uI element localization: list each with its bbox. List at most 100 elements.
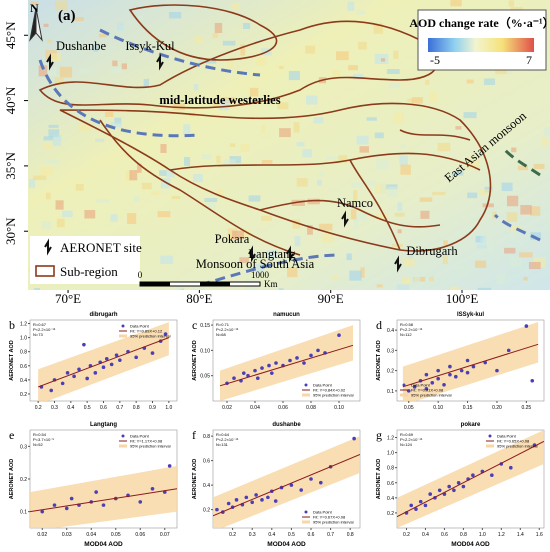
data-point xyxy=(454,374,458,379)
x-tick-label: 0.4 xyxy=(422,532,429,538)
texture-cell xyxy=(159,170,167,176)
texture-cell xyxy=(95,138,105,142)
x-tick-label: 1.6 xyxy=(536,532,543,538)
data-point xyxy=(101,365,106,369)
data-point xyxy=(437,488,442,493)
texture-cell xyxy=(288,70,300,81)
chart-title: dushanbe xyxy=(272,422,301,428)
texture-cell xyxy=(419,197,433,202)
texture-cell xyxy=(319,172,324,177)
x-tick-label: 0.02 xyxy=(222,405,232,411)
fit-line xyxy=(30,488,177,513)
texture-cell xyxy=(476,244,487,249)
prediction-band xyxy=(213,436,360,528)
texture-cell xyxy=(193,84,199,91)
stat-text: N=68 xyxy=(216,332,226,337)
texture-cell xyxy=(96,199,110,203)
texture-cell xyxy=(45,50,57,60)
data-point xyxy=(509,465,513,470)
y-axis-label: AERONET AOD xyxy=(9,340,15,380)
data-point xyxy=(424,372,429,377)
texture-cell xyxy=(376,158,389,170)
fit-line xyxy=(213,454,360,517)
texture-cell xyxy=(160,255,173,265)
texture-cell xyxy=(198,58,203,63)
data-point xyxy=(428,492,432,496)
texture-cell xyxy=(386,69,400,74)
texture-cell xyxy=(360,267,365,278)
data-point xyxy=(104,356,109,361)
texture-cell xyxy=(326,156,338,160)
legend-swatch xyxy=(488,434,492,438)
texture-cell xyxy=(349,270,362,281)
texture-cell xyxy=(34,288,41,290)
data-point xyxy=(447,484,451,489)
texture-cell xyxy=(157,211,171,218)
charts: 0.2 0.3 0.4 0.5 0.6 0.7 0.8 0.9 1.0 0.2 0.4 0.6 0.8 1… xyxy=(9,312,545,548)
x-tick-label: 0.20 xyxy=(492,405,502,411)
texture-cell xyxy=(332,70,341,78)
y-tick-label: 1.0 xyxy=(387,451,394,457)
panel-letter: b xyxy=(9,318,15,332)
y-tick-label: 0.4 xyxy=(203,483,210,489)
stat-text: R=0.69 xyxy=(400,432,414,437)
data-point xyxy=(524,324,529,328)
stat-text: P=3.7×10⁻⁵ xyxy=(33,437,54,442)
texture-cell xyxy=(475,235,483,243)
texture-cell xyxy=(478,189,493,195)
texture-cell xyxy=(52,135,62,146)
y-tick-label: 0.05 xyxy=(200,374,210,380)
x-tick-label: 0.05 xyxy=(404,405,414,411)
chart-title: dibrugarh xyxy=(90,312,118,318)
legend-swatch xyxy=(121,434,125,438)
legend-label: 95% prediction interval xyxy=(130,334,171,339)
colorbar-min: -5 xyxy=(430,53,440,67)
data-point xyxy=(490,473,494,478)
y-tick-label: 0.2 xyxy=(20,392,27,398)
x-tick-label: 0.10 xyxy=(334,405,344,411)
data-point xyxy=(430,380,435,385)
x-tick-label: 0.4 xyxy=(67,405,74,411)
texture-cell xyxy=(353,213,367,222)
texture-cell xyxy=(294,236,301,247)
y-tick-label: 0.2 xyxy=(387,369,394,375)
texture-cell xyxy=(135,16,144,20)
y-tick-label: 0.4 xyxy=(387,328,394,334)
texture-cell xyxy=(240,144,250,152)
texture-cell xyxy=(376,284,383,288)
texture-cell xyxy=(55,0,68,11)
legend-label: Data Point xyxy=(313,383,333,388)
panel-letter: c xyxy=(192,318,197,332)
y-axis-label: AERONET AOD xyxy=(192,340,198,380)
texture-cell xyxy=(346,253,352,261)
data-point xyxy=(273,499,278,503)
texture-cell xyxy=(305,45,316,54)
texture-cell xyxy=(243,23,251,29)
texture-cell xyxy=(347,1,355,11)
texture-cell xyxy=(172,103,185,111)
data-point xyxy=(436,376,440,381)
x-tick-label: 0.10 xyxy=(433,405,443,411)
texture-cell xyxy=(432,191,446,196)
data-point xyxy=(424,387,429,391)
texture-cell xyxy=(293,122,300,133)
y-tick-label: 0.15 xyxy=(200,323,210,329)
legend-swatch xyxy=(486,444,494,448)
data-point xyxy=(167,464,172,468)
data-point xyxy=(299,488,304,492)
texture-cell xyxy=(449,286,460,290)
texture-cell xyxy=(397,229,402,234)
data-point xyxy=(461,484,466,489)
y-tick-label: 0.2 xyxy=(20,477,27,483)
site-marker xyxy=(156,53,164,71)
legend-label: 95% prediction interval xyxy=(411,393,452,398)
texture-cell xyxy=(141,182,152,190)
texture-cell xyxy=(45,159,59,164)
texture-cell xyxy=(506,195,519,207)
texture-cell xyxy=(366,180,377,187)
x-tick-label: 0.3 xyxy=(51,405,58,411)
texture-cell xyxy=(137,163,142,173)
texture-cell xyxy=(366,117,377,121)
texture-cell xyxy=(403,258,415,267)
data-point xyxy=(244,495,249,500)
